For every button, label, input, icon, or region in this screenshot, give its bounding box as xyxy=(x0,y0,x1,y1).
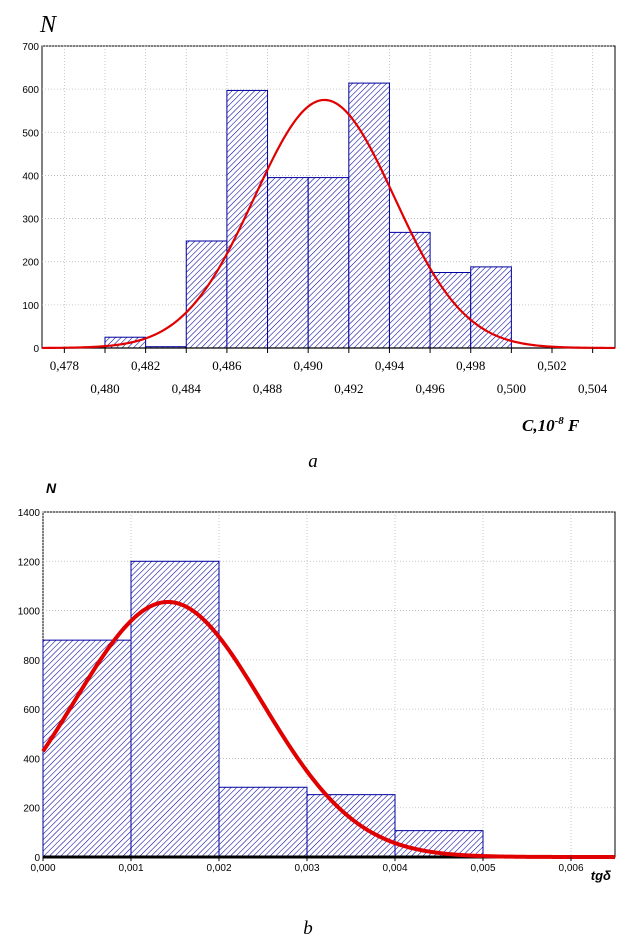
x-tick-label-upper: 0,482 xyxy=(131,358,160,373)
x-tick-label-upper: 0,486 xyxy=(212,358,242,373)
histogram-bar xyxy=(185,240,228,349)
y-tick-label: 1200 xyxy=(18,557,41,568)
chart-a-normal-fit-curve xyxy=(41,98,615,350)
x-tick-label-lower: 0,492 xyxy=(334,381,363,396)
y-tick-label: 400 xyxy=(22,171,39,182)
x-tick-label-lower: 0,504 xyxy=(578,381,608,396)
x-tick-label-upper: 0,490 xyxy=(294,358,323,373)
x-tick-label: 0,004 xyxy=(382,863,407,874)
y-tick-label: 600 xyxy=(23,705,40,716)
histogram-bar xyxy=(306,794,396,858)
y-tick-label: 700 xyxy=(22,42,39,53)
x-tick-label-upper: 0,478 xyxy=(50,358,79,373)
chart-a-x-axis-label: C,10-8 F xyxy=(522,415,580,435)
chart-b-y-axis-label: N xyxy=(46,480,57,496)
y-tick-label: 300 xyxy=(22,215,39,226)
x-tick-label-lower: 0,484 xyxy=(172,381,202,396)
chart-b-x-axis-label: tgδ xyxy=(591,868,611,883)
histogram-bar xyxy=(226,89,269,349)
x-tick-label-lower: 0,488 xyxy=(253,381,282,396)
x-tick-label: 0,003 xyxy=(294,863,319,874)
y-tick-label: 0 xyxy=(33,344,39,355)
y-tick-label: 600 xyxy=(22,85,39,96)
x-tick-label: 0,005 xyxy=(470,863,495,874)
y-tick-label: 400 xyxy=(23,754,40,765)
chart-a-bars xyxy=(42,82,615,349)
y-tick-label: 1000 xyxy=(18,607,41,618)
histogram-bar xyxy=(42,639,132,858)
chart-a-y-axis-label: N xyxy=(39,12,58,38)
chart-a-caption: a xyxy=(308,451,318,472)
histogram-bar xyxy=(307,177,350,349)
y-tick-label: 200 xyxy=(22,258,39,269)
y-tick-label: 800 xyxy=(23,656,40,667)
chart-b-y-tick-labels: 0 200 400 600 800 1000 1200 1400 xyxy=(18,508,41,864)
x-tick-label: 0,001 xyxy=(118,863,143,874)
x-tick-label-lower: 0,496 xyxy=(415,381,445,396)
x-tick-label: 0,006 xyxy=(558,863,583,874)
x-tick-label-upper: 0,502 xyxy=(537,358,566,373)
chart-b-bars xyxy=(42,560,615,859)
chart-b-x-tick-labels: 0,000 0,001 0,002 0,003 0,004 0,005 0,006 xyxy=(30,857,584,874)
chart-a-x-tick-labels: 0,478 0,482 0,486 0,490 0,494 0,498 0,502 0,480… xyxy=(50,348,608,396)
y-tick-label: 200 xyxy=(23,804,40,815)
y-tick-label: 100 xyxy=(22,301,39,312)
x-tick-label-upper: 0,494 xyxy=(375,358,405,373)
chart-b-normal-fit-curve xyxy=(41,599,615,859)
chart-b-caption: b xyxy=(303,918,313,939)
histogram-bar xyxy=(218,786,308,858)
histogram-bar xyxy=(429,272,472,349)
x-tick-label-lower: 0,500 xyxy=(497,381,526,396)
x-tick-label: 0,002 xyxy=(206,863,231,874)
histogram-bar xyxy=(388,231,431,349)
y-tick-label: 1400 xyxy=(18,508,41,519)
histogram-bar xyxy=(470,266,512,349)
y-tick-label: 0 xyxy=(34,853,40,864)
x-tick-label-lower: 0,480 xyxy=(90,381,119,396)
x-tick-label-upper: 0,498 xyxy=(456,358,485,373)
y-tick-label: 500 xyxy=(22,128,39,139)
x-tick-label: 0,000 xyxy=(30,863,55,874)
histogram-bar xyxy=(267,177,309,349)
histogram-bar xyxy=(130,560,220,858)
chart-a-y-tick-labels: 0 100 200 300 400 500 600 700 xyxy=(22,42,39,355)
